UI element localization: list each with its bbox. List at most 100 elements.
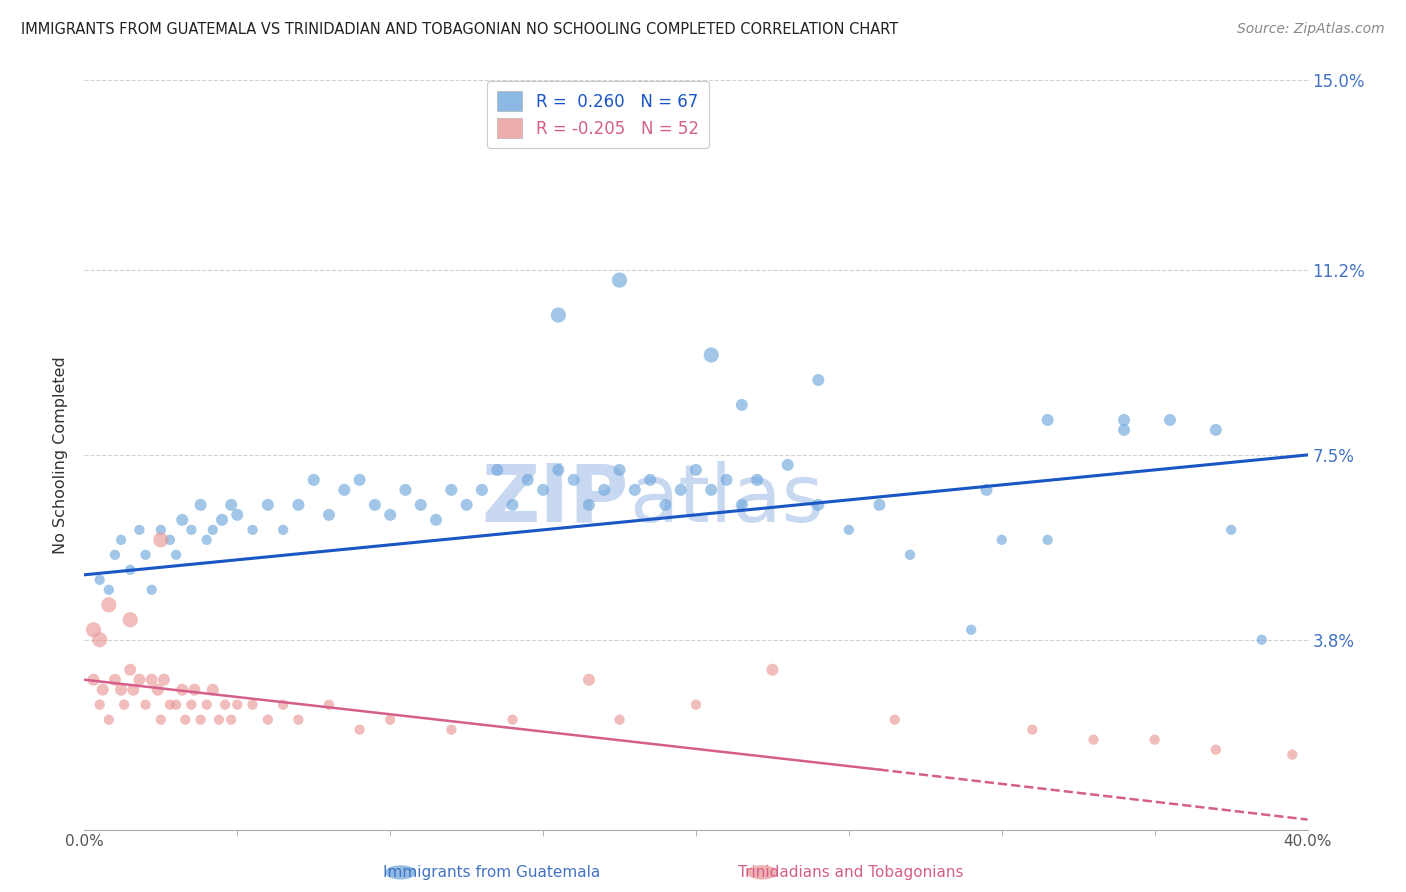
Point <box>214 698 236 712</box>
Point <box>394 483 416 497</box>
Point <box>716 473 738 487</box>
Point <box>609 713 631 727</box>
Point <box>578 673 600 687</box>
Point <box>991 533 1014 547</box>
Point <box>149 533 172 547</box>
Point <box>747 473 769 487</box>
Point <box>883 713 905 727</box>
Point <box>83 673 105 687</box>
Point <box>208 713 231 727</box>
Point <box>318 698 340 712</box>
Point <box>91 682 114 697</box>
Text: IMMIGRANTS FROM GUATEMALA VS TRINIDADIAN AND TOBAGONIAN NO SCHOOLING COMPLETED C: IMMIGRANTS FROM GUATEMALA VS TRINIDADIAN… <box>21 22 898 37</box>
Point <box>257 498 280 512</box>
Point <box>122 682 145 697</box>
Point <box>685 463 707 477</box>
Point <box>97 598 120 612</box>
Point <box>172 513 194 527</box>
Point <box>547 308 569 322</box>
Point <box>97 582 120 597</box>
Point <box>112 698 135 712</box>
Point <box>141 582 163 597</box>
Point <box>89 698 111 712</box>
Point <box>669 483 692 497</box>
Point <box>287 713 309 727</box>
Point <box>869 498 891 512</box>
Point <box>159 533 181 547</box>
Point <box>226 698 249 712</box>
Point <box>976 483 998 497</box>
Point <box>190 498 212 512</box>
Point <box>219 498 242 512</box>
Point <box>349 473 371 487</box>
Point <box>190 713 212 727</box>
Point <box>89 573 111 587</box>
Point <box>83 623 105 637</box>
Text: atlas: atlas <box>628 461 823 539</box>
Point <box>195 533 218 547</box>
Point <box>364 498 387 512</box>
Y-axis label: No Schooling Completed: No Schooling Completed <box>53 356 69 554</box>
Point <box>128 523 150 537</box>
Point <box>502 498 524 512</box>
Point <box>110 682 132 697</box>
Point <box>700 483 723 497</box>
Point <box>609 463 631 477</box>
Point <box>898 548 921 562</box>
Point <box>165 548 187 562</box>
Text: ZIP: ZIP <box>481 461 628 539</box>
Point <box>731 398 754 412</box>
Point <box>146 682 169 697</box>
Point <box>425 513 447 527</box>
Point <box>135 548 157 562</box>
Point <box>153 673 176 687</box>
Point <box>609 273 631 287</box>
Point <box>685 698 707 712</box>
Point <box>624 483 647 497</box>
Point <box>97 713 120 727</box>
Point <box>1083 732 1105 747</box>
Point <box>242 698 264 712</box>
Point <box>128 673 150 687</box>
Point <box>1114 423 1136 437</box>
Point <box>104 548 127 562</box>
Point <box>201 523 224 537</box>
Point <box>1143 732 1166 747</box>
Point <box>120 663 142 677</box>
Point <box>211 513 233 527</box>
Point <box>1159 413 1181 427</box>
Point <box>195 698 218 712</box>
Point <box>271 698 294 712</box>
Point <box>242 523 264 537</box>
Point <box>638 473 661 487</box>
Point <box>547 463 569 477</box>
Point <box>731 498 754 512</box>
Point <box>183 682 205 697</box>
Point <box>1281 747 1303 762</box>
Point <box>838 523 860 537</box>
Point <box>471 483 494 497</box>
Point <box>1021 723 1043 737</box>
Point <box>1220 523 1243 537</box>
Point <box>302 473 325 487</box>
Point <box>333 483 356 497</box>
Point <box>141 673 163 687</box>
Point <box>380 508 402 522</box>
Point <box>486 463 509 477</box>
Point <box>120 613 142 627</box>
Point <box>165 698 187 712</box>
Point <box>516 473 538 487</box>
Point <box>219 713 242 727</box>
Point <box>1250 632 1272 647</box>
Point <box>257 713 280 727</box>
Point <box>149 713 172 727</box>
Point <box>562 473 585 487</box>
Text: Source: ZipAtlas.com: Source: ZipAtlas.com <box>1237 22 1385 37</box>
Point <box>149 523 172 537</box>
Point <box>761 663 783 677</box>
Point <box>271 523 294 537</box>
Point <box>172 682 194 697</box>
Point <box>807 373 830 387</box>
Point <box>287 498 309 512</box>
Point <box>593 483 616 497</box>
